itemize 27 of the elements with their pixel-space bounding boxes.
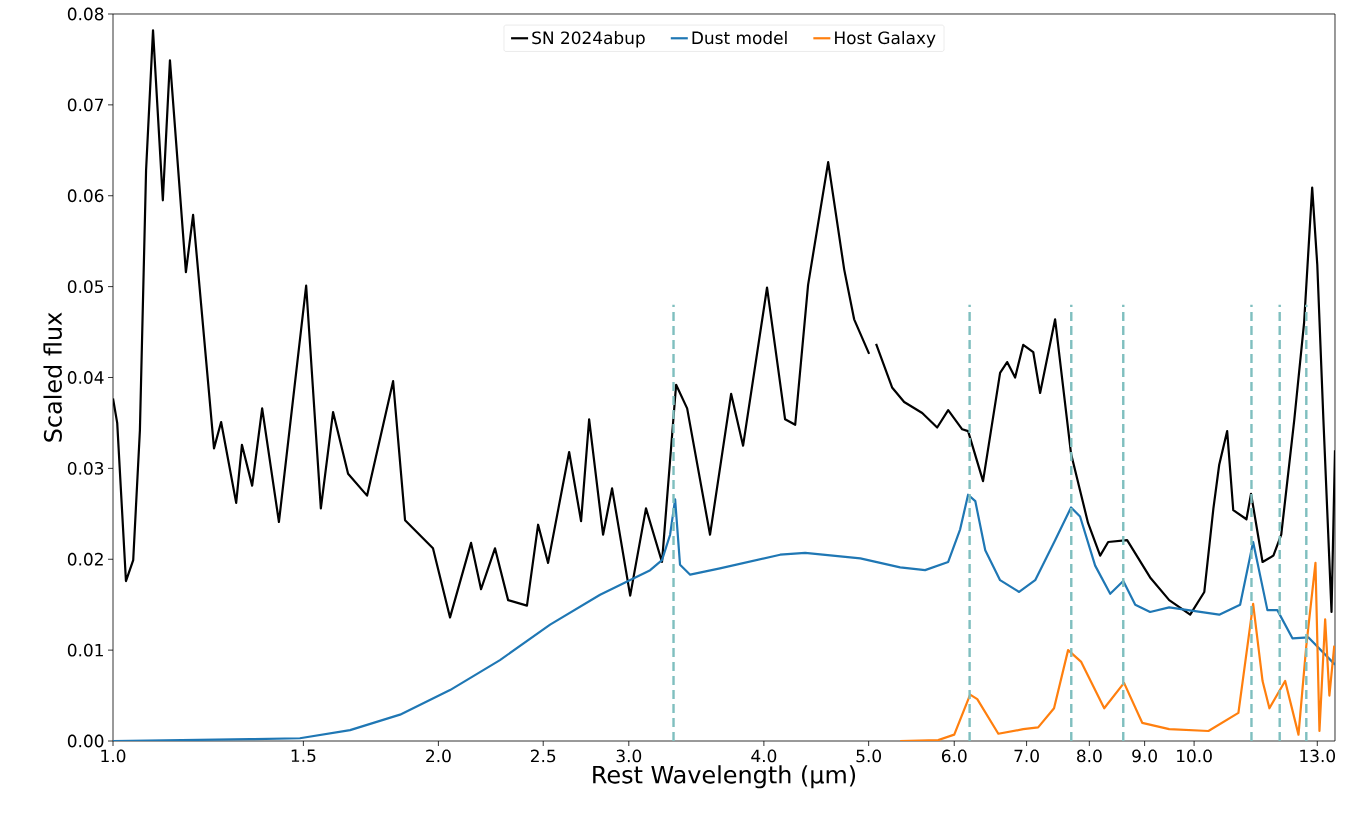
- y-tick-label: 0.04: [67, 371, 104, 384]
- y-tick-label: 0.03: [67, 461, 104, 475]
- x-tick-label: 3.0: [616, 749, 642, 763]
- x-tick-label: 2.0: [426, 749, 451, 763]
- x-tick-label: 1.5: [291, 749, 316, 763]
- x-tick-label: 8.0: [1077, 749, 1102, 763]
- x-axis-title: Rest Wavelength (μm): [593, 765, 856, 789]
- y-tick-label: 0.06: [67, 189, 104, 203]
- x-tick-label: 10.0: [1177, 749, 1212, 763]
- x-tick-label: 6.0: [941, 749, 967, 763]
- legend-label: SN 2024abup: [532, 31, 645, 48]
- legend-label: Host Galaxy: [835, 31, 936, 48]
- x-tick-label: 5.0: [856, 749, 881, 763]
- y-tick-label: 0.00: [67, 734, 104, 748]
- y-tick-label: 0.05: [67, 280, 103, 294]
- x-tick-label: 1.0: [101, 749, 126, 763]
- y-axis-title: Scaled flux: [43, 312, 62, 442]
- x-tick-label: 9.0: [1132, 749, 1157, 763]
- x-tick-label: 2.5: [530, 749, 556, 763]
- x-tick-label: 7.0: [1014, 749, 1039, 763]
- legend-label: Dust model: [692, 31, 787, 45]
- y-tick-label: 0.01: [67, 643, 103, 657]
- x-tick-label: 4.0: [751, 749, 777, 763]
- y-tick-label: 0.02: [67, 552, 103, 566]
- y-tick-label: 0.07: [67, 98, 104, 112]
- y-tick-label: 0.08: [67, 7, 104, 21]
- x-tick-label: 13.0: [1300, 749, 1336, 763]
